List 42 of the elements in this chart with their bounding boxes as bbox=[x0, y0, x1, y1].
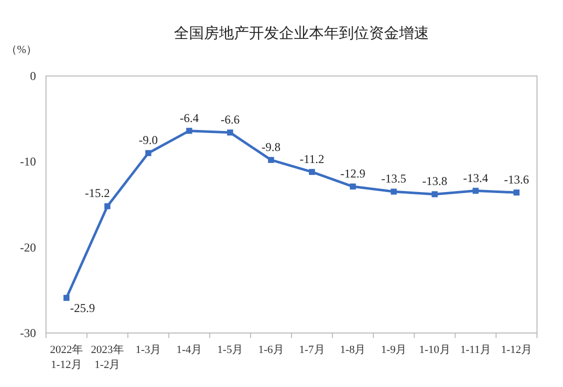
x-tick-label: 1-6月 bbox=[258, 344, 284, 356]
text: -9.8 bbox=[262, 140, 281, 154]
point bbox=[63, 294, 70, 301]
text: -11.2 bbox=[300, 152, 324, 166]
text: -13.4 bbox=[463, 170, 488, 185]
point bbox=[390, 188, 397, 195]
x-tick-label: 1-5月 bbox=[217, 344, 243, 356]
text: -6.4 bbox=[180, 110, 199, 125]
y-axis-title: （%） bbox=[6, 44, 38, 56]
x-tick-label: 1-9月 bbox=[380, 344, 407, 356]
chart-title: 全国房地产开发企业本年到位资金增速 bbox=[174, 25, 429, 42]
x-tick-label: 1-11月 bbox=[460, 344, 492, 356]
text: -12.9 bbox=[340, 166, 366, 181]
y-tick-label: 0 bbox=[30, 69, 36, 83]
text: -6.6 bbox=[220, 112, 240, 127]
text: -13.5 bbox=[381, 172, 406, 186]
y-tick-label: -20 bbox=[20, 240, 36, 254]
x-tick-label: 1-10月 bbox=[419, 344, 450, 356]
x-tick-label: 1-4月 bbox=[176, 344, 202, 356]
x-tick-label: 1-12月 bbox=[500, 344, 532, 356]
point bbox=[268, 156, 274, 163]
point bbox=[432, 191, 438, 198]
point bbox=[350, 184, 356, 190]
point bbox=[472, 188, 479, 194]
text: -13.6 bbox=[504, 172, 530, 187]
x-tick-label: 1-8月 bbox=[340, 344, 366, 356]
point bbox=[104, 203, 110, 210]
point bbox=[308, 168, 315, 175]
y-tick-label: -10 bbox=[20, 154, 36, 169]
point bbox=[514, 190, 520, 196]
x-tick-label: 2023年 1-2月 bbox=[90, 344, 124, 371]
y-tick-label: -30 bbox=[20, 326, 36, 340]
text: -15.2 bbox=[84, 186, 110, 200]
x-tick-label: 2022年 1-12月 bbox=[50, 344, 83, 371]
x-tick-label: 1-7月 bbox=[299, 344, 325, 356]
point bbox=[186, 128, 192, 134]
text: -13.8 bbox=[422, 174, 448, 188]
text: -9.0 bbox=[138, 133, 158, 148]
point bbox=[145, 150, 152, 156]
point bbox=[227, 130, 234, 136]
text: -25.9 bbox=[70, 300, 95, 315]
x-tick-label: 1-3月 bbox=[135, 344, 162, 356]
